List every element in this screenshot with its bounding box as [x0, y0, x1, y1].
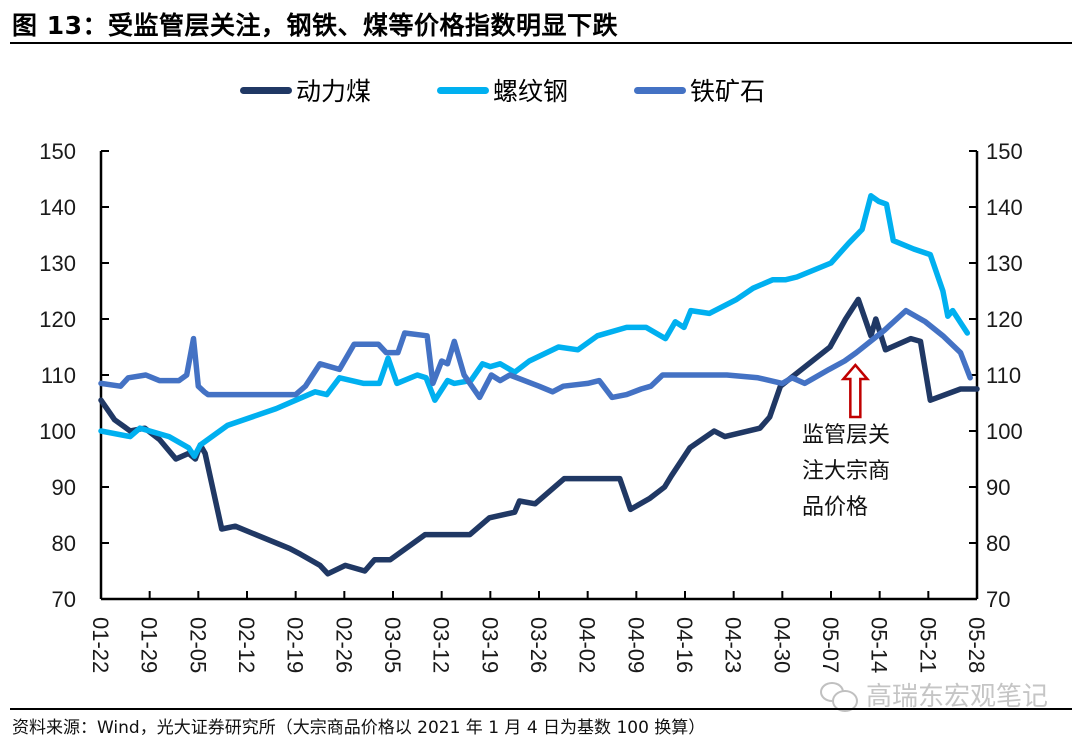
- x-tick-label: 04-09: [623, 617, 648, 673]
- legend-swatch-iron-ore: [634, 86, 687, 94]
- legend-item-iron-ore: 铁矿石: [634, 72, 765, 108]
- legend-swatch-rebar: [437, 86, 490, 94]
- chart-title: 图 13：受监管层关注，钢铁、煤等价格指数明显下跌: [12, 11, 618, 40]
- watermark: 高瑞东宏观笔记: [820, 676, 1048, 713]
- legend-swatch-coal: [240, 86, 292, 94]
- annotation-line: 注大宗商: [802, 459, 891, 484]
- y-tick-label-right: 90: [986, 475, 1010, 500]
- x-tick-label: 04-02: [575, 617, 600, 673]
- watermark-text: 高瑞东宏观笔记: [866, 682, 1049, 712]
- y-tick-label-left: 150: [39, 139, 76, 164]
- x-tick-label: 02-19: [283, 617, 308, 673]
- x-tick-label: 05-07: [818, 617, 843, 673]
- x-tick-label: 04-30: [769, 617, 794, 673]
- x-tick-label: 05-14: [867, 617, 892, 673]
- x-tick-label: 01-22: [88, 617, 113, 673]
- annotation-line: 品价格: [802, 495, 869, 520]
- y-tick-label-left: 100: [39, 419, 76, 444]
- legend-item-coal: 动力煤: [240, 72, 371, 108]
- y-tick-label-right: 150: [986, 139, 1023, 164]
- x-tick-label: 02-26: [331, 617, 356, 673]
- y-tick-label-right: 120: [986, 307, 1023, 332]
- x-tick-label: 03-05: [380, 617, 405, 673]
- annotation-text: 监管层关 注大宗商 品价格: [802, 418, 912, 526]
- x-tick-label: 02-05: [185, 617, 210, 673]
- y-tick-label-right: 130: [986, 251, 1023, 276]
- series-line-rebar: [98, 193, 971, 459]
- y-tick-label-right: 70: [986, 587, 1010, 612]
- y-tick-label-left: 110: [41, 363, 76, 388]
- legend-item-rebar: 螺纹钢: [437, 72, 568, 108]
- y-tick-label-left: 80: [52, 531, 76, 556]
- title-divider: [10, 42, 1072, 44]
- x-tick-label: 04-23: [721, 617, 746, 673]
- annotation-line: 监管层关: [802, 423, 891, 448]
- x-tick-label: 01-29: [137, 617, 162, 673]
- y-tick-label-right: 110: [986, 363, 1021, 388]
- x-tick-label: 05-21: [915, 617, 940, 673]
- x-tick-label: 02-12: [234, 617, 259, 673]
- y-tick-label-right: 100: [986, 419, 1023, 444]
- x-tick-label: 04-16: [672, 617, 697, 673]
- legend-label-coal: 动力煤: [296, 77, 372, 106]
- legend-label-iron-ore: 铁矿石: [690, 77, 766, 106]
- x-tick-label: 05-28: [964, 617, 989, 673]
- up-arrow-icon: [840, 363, 871, 419]
- footer-divider: [10, 708, 1072, 710]
- chart-legend: 动力煤 螺纹钢 铁矿石: [240, 72, 831, 108]
- y-tick-label-left: 120: [39, 307, 76, 332]
- y-tick-label-left: 130: [39, 251, 76, 276]
- legend-label-rebar: 螺纹钢: [493, 77, 569, 106]
- y-tick-label-left: 140: [39, 195, 76, 220]
- x-tick-label: 03-12: [429, 617, 454, 673]
- y-tick-label-right: 80: [986, 531, 1010, 556]
- x-tick-label: 03-26: [526, 617, 551, 673]
- series-line-iron-ore: [98, 307, 973, 401]
- source-note: 资料来源：Wind，光大证券研究所（大宗商品价格以 2021 年 1 月 4 日…: [12, 718, 706, 738]
- y-tick-label-left: 70: [52, 587, 76, 612]
- y-tick-label-left: 90: [52, 475, 76, 500]
- wechat-icon: [820, 680, 860, 712]
- y-tick-label-right: 140: [986, 195, 1023, 220]
- x-tick-label: 03-19: [477, 617, 502, 673]
